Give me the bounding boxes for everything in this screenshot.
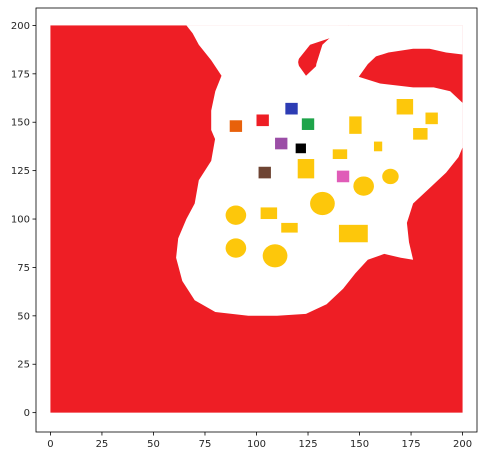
x-tick-label: 175: [402, 439, 421, 450]
y-tick-label: 150: [11, 118, 30, 129]
x-tick-label: 150: [350, 439, 369, 450]
resource-patch: [425, 113, 437, 125]
x-tick-label: 0: [47, 439, 53, 450]
resource-patch: [413, 128, 427, 140]
resource-patch: [298, 159, 314, 178]
y-tick-label: 50: [17, 311, 30, 322]
y-tick-label: 100: [11, 215, 30, 226]
x-axis: 0 25 50 75 100 125 150 175 200: [47, 432, 472, 450]
resource-patch: [397, 99, 413, 114]
resource-patch: [339, 225, 368, 242]
agent-marker: [285, 103, 297, 115]
resource-patch: [349, 116, 361, 133]
y-tick-label: 25: [17, 360, 30, 371]
x-tick-label: 100: [247, 439, 266, 450]
resource-patch: [310, 192, 335, 215]
x-tick-label: 125: [298, 439, 317, 450]
resource-patch: [263, 244, 288, 267]
agent-marker: [337, 171, 349, 183]
y-tick-label: 0: [24, 408, 30, 419]
resource-patch: [226, 205, 247, 224]
agent-marker: [296, 144, 306, 154]
x-tick-label: 200: [453, 439, 472, 450]
agent-marker: [257, 114, 269, 126]
resource-patch: [382, 169, 398, 184]
y-tick-label: 200: [11, 21, 30, 32]
resource-patch: [261, 207, 277, 219]
agent-marker: [275, 138, 287, 150]
agent-marker: [259, 167, 271, 179]
resource-patch: [353, 176, 374, 195]
resource-patch: [281, 223, 297, 233]
x-tick-label: 25: [96, 439, 109, 450]
y-axis: 0 25 50 75 100 125 150 175 200: [11, 21, 36, 419]
agent-marker: [230, 120, 242, 132]
agent-marker: [302, 118, 314, 130]
x-tick-label: 50: [147, 439, 160, 450]
y-tick-label: 75: [17, 263, 30, 274]
y-tick-label: 125: [11, 166, 30, 177]
resource-patch: [374, 142, 382, 152]
x-tick-label: 75: [199, 439, 212, 450]
resource-patch: [226, 238, 247, 257]
y-tick-label: 175: [11, 69, 30, 80]
resource-patch: [333, 149, 347, 159]
